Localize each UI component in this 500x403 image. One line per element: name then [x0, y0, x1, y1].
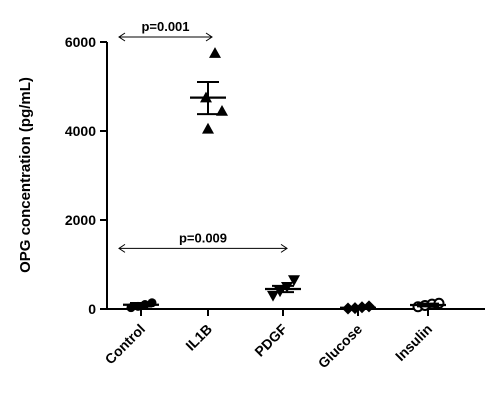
category-label: Control — [102, 321, 149, 368]
category-label: Insulin — [392, 321, 435, 364]
category-label: IL1B — [182, 321, 215, 354]
data-point — [216, 104, 228, 116]
error-bars — [123, 81, 446, 310]
arrow-head-left — [118, 32, 126, 42]
y-tick-label: 2000 — [65, 212, 96, 228]
arrow-head-right — [205, 32, 213, 42]
annotation-label: p=0.001 — [141, 19, 189, 34]
data-point — [209, 47, 221, 58]
annotation-label: p=0.009 — [179, 230, 227, 245]
arrow-head-right — [280, 243, 288, 253]
data-points — [126, 47, 445, 315]
category-label: Glucose — [315, 321, 366, 372]
y-tick-label: 4000 — [65, 123, 96, 139]
significance-annotations: p=0.001 p=0.009 — [118, 19, 288, 253]
y-tick-labels: 0 2000 4000 6000 — [65, 34, 96, 317]
axes — [100, 41, 485, 316]
data-point — [288, 275, 300, 287]
arrow-head-left — [118, 243, 126, 253]
category-label: PDGF — [251, 320, 290, 359]
data-point — [202, 122, 214, 134]
data-point — [267, 290, 279, 302]
y-tick-label: 0 — [88, 301, 96, 317]
data-point — [281, 281, 293, 293]
y-tick-label: 6000 — [65, 34, 96, 50]
category-labels: Control IL1B PDGF Glucose Insulin — [102, 320, 436, 371]
y-axis-title: OPG concentration (pg/mL) — [17, 77, 34, 273]
